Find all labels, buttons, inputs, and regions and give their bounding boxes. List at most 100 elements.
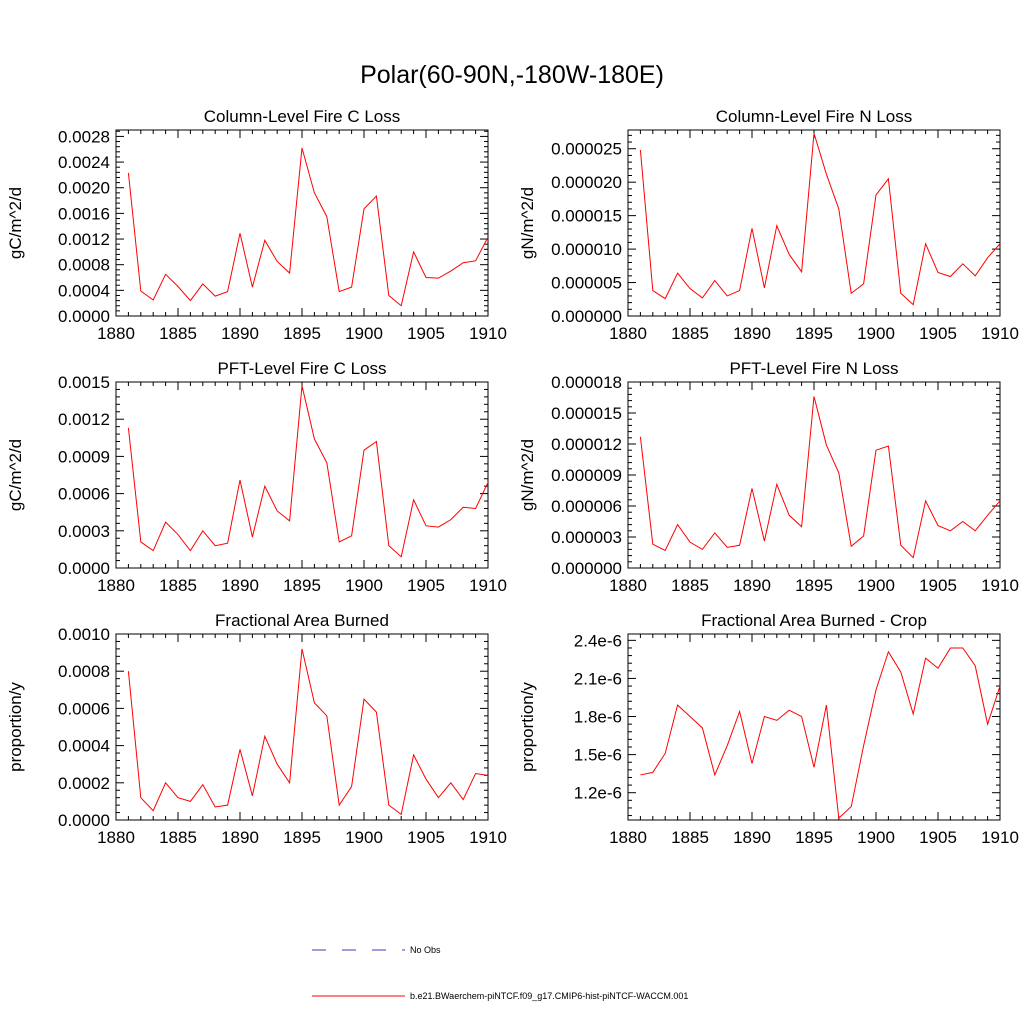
x-tick-label: 1910 xyxy=(469,828,507,847)
y-tick-label: 0.000005 xyxy=(551,274,622,293)
chart-panel: Fractional Area Burned - Crop proportion/… xyxy=(518,611,1019,847)
y-tick-label: 0.000012 xyxy=(551,435,622,454)
chart-panel: PFT-Level Fire C Loss gC/m^2/d 1880 1885 189… xyxy=(6,359,507,595)
y-tick-label: 0.000000 xyxy=(551,307,622,326)
y-axis-label: proportion/y xyxy=(6,682,25,772)
y-axis-label: gC/m^2/d xyxy=(6,187,25,259)
chart-title: Column-Level Fire N Loss xyxy=(716,107,913,126)
x-tick-label: 1905 xyxy=(919,324,957,343)
x-tick-label: 1880 xyxy=(609,828,647,847)
x-tick-label: 1895 xyxy=(795,576,833,595)
plot-frame xyxy=(627,129,1001,317)
chart-title: Column-Level Fire C Loss xyxy=(204,107,401,126)
y-axis-label: gN/m^2/d xyxy=(518,439,537,511)
x-tick-label: 1900 xyxy=(857,576,895,595)
y-tick-label: 0.0004 xyxy=(58,737,110,756)
y-tick-label: 0.000015 xyxy=(551,404,622,423)
x-tick-label: 1905 xyxy=(407,324,445,343)
y-tick-label: 0.000025 xyxy=(551,140,622,159)
series-line xyxy=(127,648,489,816)
x-tick-label: 1905 xyxy=(407,828,445,847)
legend-model-label: b.e21.BWaerchem-piNTCF.f09_g17.CMIP6-his… xyxy=(410,991,688,1001)
y-tick-label: 0.000018 xyxy=(551,373,622,392)
y-tick-label: 0.0006 xyxy=(58,699,110,718)
y-axis-label: gN/m^2/d xyxy=(518,187,537,259)
x-tick-label: 1885 xyxy=(671,324,709,343)
chart-title: PFT-Level Fire C Loss xyxy=(217,359,386,378)
x-tick-label: 1885 xyxy=(671,576,709,595)
y-tick-label: 0.000020 xyxy=(551,173,622,192)
x-tick-label: 1910 xyxy=(981,576,1019,595)
y-tick-label: 0.0028 xyxy=(58,127,110,146)
series-line xyxy=(639,396,1001,559)
y-tick-label: 1.2e-6 xyxy=(574,784,622,803)
series-line xyxy=(639,133,1001,306)
y-tick-label: 0.0016 xyxy=(58,204,110,223)
y-tick-label: 0.0020 xyxy=(58,179,110,198)
y-tick-label: 0.0003 xyxy=(58,522,110,541)
x-tick-label: 1900 xyxy=(857,828,895,847)
x-tick-label: 1890 xyxy=(221,324,259,343)
series-line xyxy=(127,147,489,307)
x-tick-label: 1890 xyxy=(733,324,771,343)
x-tick-label: 1905 xyxy=(407,576,445,595)
chart-panel: Column-Level Fire C Loss gC/m^2/d 1880 1885… xyxy=(6,107,507,343)
x-tick-label: 1910 xyxy=(981,324,1019,343)
x-tick-label: 1900 xyxy=(857,324,895,343)
series-line xyxy=(127,385,489,558)
y-tick-label: 0.000010 xyxy=(551,240,622,259)
x-tick-label: 1880 xyxy=(97,576,135,595)
chart-panels: Column-Level Fire C Loss gC/m^2/d 1880 1885… xyxy=(6,107,1019,847)
x-tick-label: 1880 xyxy=(609,324,647,343)
chart-title: Fractional Area Burned xyxy=(215,611,389,630)
chart-title: PFT-Level Fire N Loss xyxy=(729,359,898,378)
x-tick-label: 1910 xyxy=(469,576,507,595)
y-tick-label: 0.0015 xyxy=(58,373,110,392)
y-tick-label: 0.000000 xyxy=(551,559,622,578)
plot-frame xyxy=(115,129,489,317)
x-tick-label: 1885 xyxy=(159,576,197,595)
x-tick-label: 1900 xyxy=(345,324,383,343)
x-tick-label: 1890 xyxy=(221,576,259,595)
legend: No Obs b.e21.BWaerchem-piNTCF.f09_g17.CM… xyxy=(312,945,688,1001)
plot-frame xyxy=(627,381,1001,569)
y-tick-label: 0.0004 xyxy=(58,281,110,300)
chart-panel: Fractional Area Burned proportion/y 1880 18… xyxy=(6,611,507,847)
x-tick-label: 1895 xyxy=(283,324,321,343)
plot-frame xyxy=(115,381,489,569)
x-tick-label: 1885 xyxy=(671,828,709,847)
y-tick-label: 0.0002 xyxy=(58,774,110,793)
y-tick-label: 0.0009 xyxy=(58,447,110,466)
x-tick-label: 1895 xyxy=(795,324,833,343)
x-tick-label: 1900 xyxy=(345,576,383,595)
y-tick-label: 0.000006 xyxy=(551,497,622,516)
series-line xyxy=(640,647,1001,820)
y-tick-label: 2.1e-6 xyxy=(574,669,622,688)
x-tick-label: 1895 xyxy=(795,828,833,847)
x-tick-label: 1900 xyxy=(345,828,383,847)
page-title: Polar(60-90N,-180W-180E) xyxy=(360,61,664,89)
y-tick-label: 0.0010 xyxy=(58,625,110,644)
y-tick-label: 0.000009 xyxy=(551,466,622,485)
y-tick-label: 0.0012 xyxy=(58,410,110,429)
y-tick-label: 0.0012 xyxy=(58,230,110,249)
x-tick-label: 1890 xyxy=(221,828,259,847)
y-tick-label: 0.0000 xyxy=(58,559,110,578)
x-tick-label: 1890 xyxy=(733,576,771,595)
x-tick-label: 1895 xyxy=(283,576,321,595)
y-tick-label: 2.4e-6 xyxy=(574,631,622,650)
y-tick-label: 0.0006 xyxy=(58,485,110,504)
y-tick-label: 1.8e-6 xyxy=(574,708,622,727)
x-tick-label: 1885 xyxy=(159,828,197,847)
y-axis-label: gC/m^2/d xyxy=(6,439,25,511)
x-tick-label: 1905 xyxy=(919,576,957,595)
x-tick-label: 1880 xyxy=(609,576,647,595)
y-tick-label: 0.000015 xyxy=(551,207,622,226)
x-tick-label: 1890 xyxy=(733,828,771,847)
y-tick-label: 0.0000 xyxy=(58,811,110,830)
legend-obs-label: No Obs xyxy=(410,945,441,955)
x-tick-label: 1910 xyxy=(469,324,507,343)
plot-frame xyxy=(115,633,489,821)
y-axis-label: proportion/y xyxy=(518,682,537,772)
